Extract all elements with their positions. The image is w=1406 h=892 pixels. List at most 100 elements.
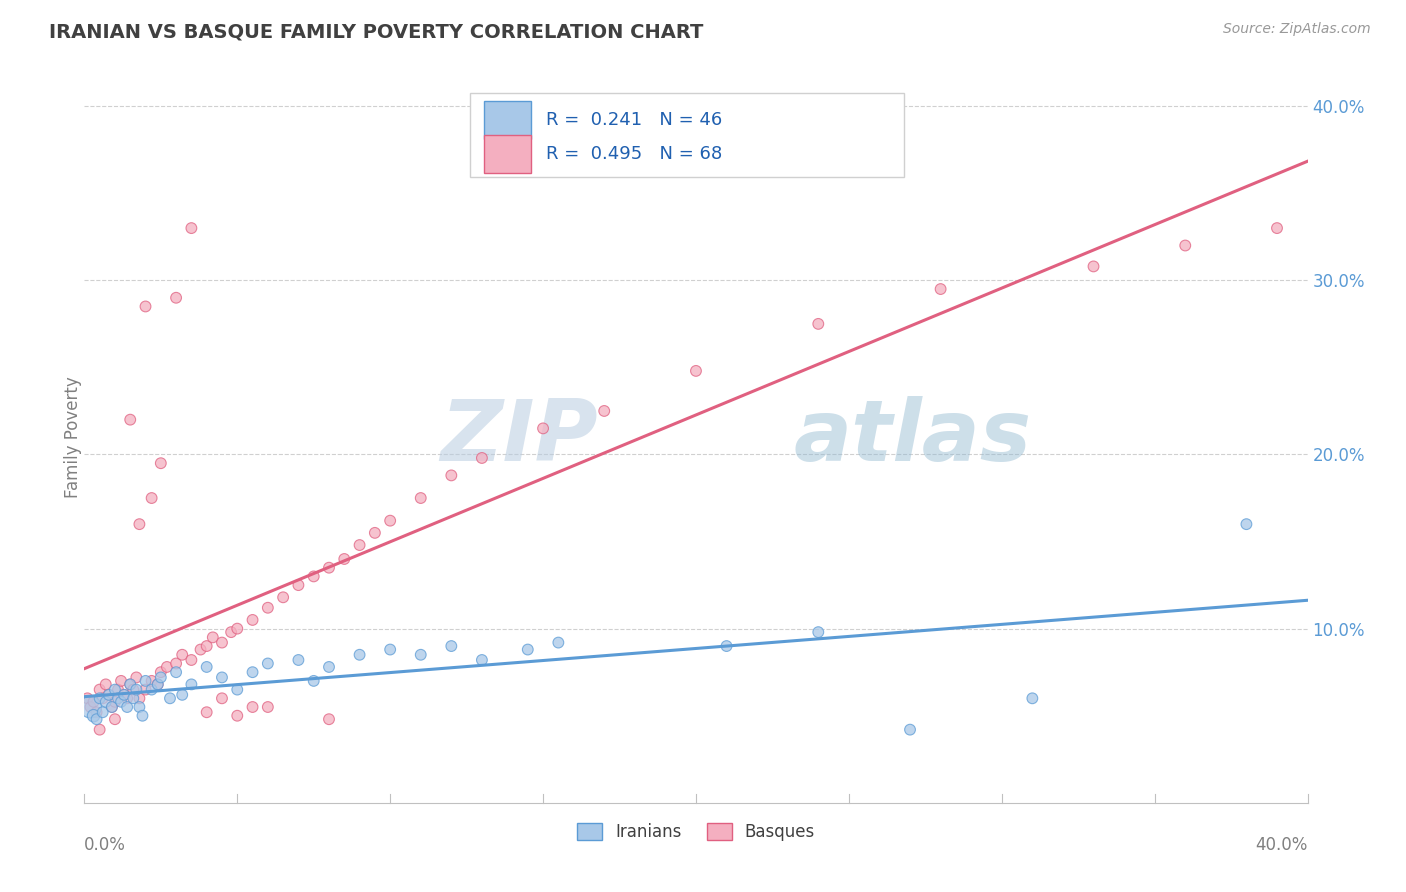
Point [125, 682, 148, 697]
Point [120, 412, 142, 426]
Point [83, 708, 105, 723]
Point [107, 691, 129, 706]
Point [349, 538, 371, 552]
Point [685, 364, 707, 378]
Text: 40.0%: 40.0% [1256, 836, 1308, 854]
Point [165, 657, 187, 671]
Point [226, 708, 249, 723]
Point [146, 677, 169, 691]
Point [409, 648, 432, 662]
Point [716, 639, 738, 653]
Point [219, 625, 242, 640]
FancyBboxPatch shape [470, 94, 904, 178]
Point [1236, 517, 1258, 532]
Point [180, 677, 202, 691]
Point [131, 708, 153, 723]
Text: IRANIAN VS BASQUE FAMILY POVERTY CORRELATION CHART: IRANIAN VS BASQUE FAMILY POVERTY CORRELA… [49, 22, 703, 41]
Point [86, 712, 108, 726]
Point [318, 712, 340, 726]
Point [156, 660, 179, 674]
Point [149, 670, 172, 684]
Point [242, 665, 264, 680]
Point [172, 648, 194, 662]
Point [180, 653, 202, 667]
Point [135, 682, 157, 697]
Point [149, 665, 172, 680]
Point [242, 613, 264, 627]
Point [86, 705, 108, 719]
Point [165, 291, 187, 305]
Point [440, 468, 463, 483]
Point [125, 670, 148, 684]
Text: 0.0%: 0.0% [84, 836, 127, 854]
Point [120, 677, 142, 691]
Text: R =  0.495   N = 68: R = 0.495 N = 68 [546, 145, 721, 163]
Point [440, 639, 463, 653]
Point [141, 682, 163, 697]
Point [104, 695, 127, 709]
Bar [484, 135, 531, 173]
Point [1021, 691, 1043, 706]
Point [471, 450, 494, 465]
Point [211, 670, 233, 684]
Point [120, 677, 142, 691]
Point [101, 700, 124, 714]
Text: R =  0.241   N = 46: R = 0.241 N = 46 [546, 112, 721, 129]
Point [135, 300, 157, 314]
Point [547, 635, 569, 649]
Point [257, 700, 280, 714]
Point [242, 700, 264, 714]
Text: ZIP: ZIP [440, 395, 598, 479]
Point [97, 688, 120, 702]
Point [110, 673, 132, 688]
Point [257, 657, 280, 671]
Point [112, 688, 135, 702]
Point [89, 723, 111, 737]
Point [409, 491, 432, 505]
Point [302, 673, 325, 688]
Point [318, 560, 340, 574]
Point [146, 677, 169, 691]
Point [89, 691, 111, 706]
Point [807, 317, 830, 331]
Point [201, 631, 224, 645]
Point [83, 695, 105, 709]
Point [172, 688, 194, 702]
Point [195, 660, 218, 674]
Point [91, 691, 114, 706]
Bar [484, 101, 531, 139]
Point [128, 691, 150, 706]
Point [195, 705, 218, 719]
Point [115, 700, 138, 714]
Point [94, 677, 117, 691]
Point [807, 625, 830, 640]
Point [149, 456, 172, 470]
Point [104, 682, 127, 697]
Point [271, 591, 294, 605]
Point [122, 682, 145, 697]
Text: atlas: atlas [794, 395, 1032, 479]
Point [159, 691, 181, 706]
Point [1174, 238, 1197, 252]
Point [318, 660, 340, 674]
Point [287, 653, 309, 667]
Point [1083, 260, 1105, 274]
Point [257, 600, 280, 615]
Legend: Iranians, Basques: Iranians, Basques [568, 814, 824, 849]
Point [101, 700, 124, 714]
Point [898, 723, 921, 737]
Point [349, 648, 371, 662]
Point [190, 642, 212, 657]
Point [1265, 221, 1288, 235]
Point [115, 691, 138, 706]
Point [380, 514, 402, 528]
Point [141, 491, 163, 505]
Point [128, 517, 150, 532]
Point [79, 700, 101, 714]
Point [333, 552, 356, 566]
Point [516, 642, 538, 657]
Point [226, 682, 249, 697]
Point [364, 525, 387, 540]
Point [593, 404, 616, 418]
Point [531, 421, 554, 435]
